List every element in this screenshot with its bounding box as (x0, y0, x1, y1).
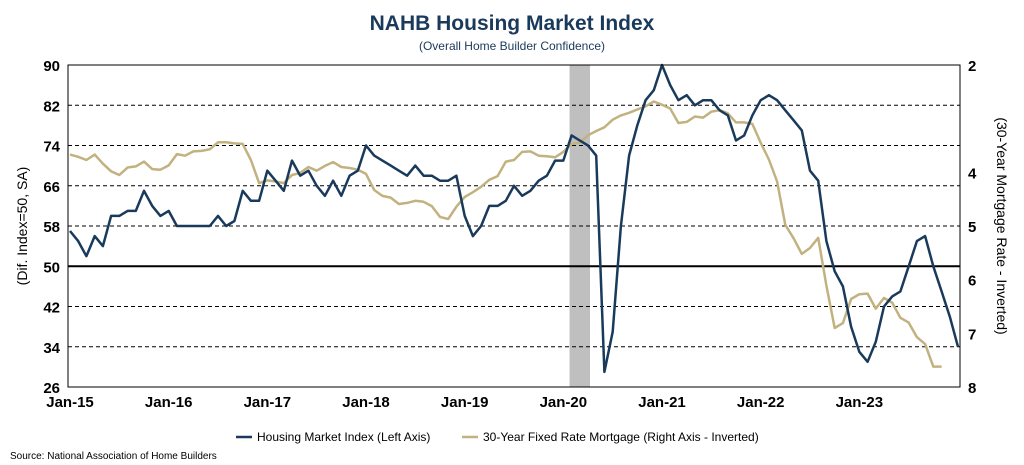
legend-label-mortgage: 30-Year Fixed Rate Mortgage (Right Axis … (483, 430, 759, 444)
right-tick-label: 7 (968, 326, 976, 343)
source-note: Source: National Association of Home Bui… (10, 451, 217, 462)
right-tick-label: 4 (968, 165, 977, 182)
left-tick-label: 26 (43, 380, 60, 397)
left-tick-label: 74 (43, 139, 60, 156)
x-tick-label: Jan-22 (737, 394, 785, 411)
chart-subtitle: (Overall Home Builder Confidence) (419, 39, 605, 53)
x-tick-label: Jan-15 (46, 394, 94, 411)
left-tick-label: 42 (43, 300, 60, 317)
plot-frame (67, 64, 961, 388)
left-axis-ticks: 90 82 74 66 58 50 42 34 26 (43, 58, 60, 397)
left-tick-label: 50 (43, 259, 60, 276)
x-tick-label: Jan-16 (145, 394, 193, 411)
x-tick-label: Jan-20 (540, 394, 588, 411)
right-axis-ticks: 2 4 5 6 7 8 (968, 58, 977, 397)
x-tick-label: Jan-19 (441, 394, 489, 411)
left-tick-label: 90 (43, 58, 60, 75)
right-tick-label: 5 (968, 219, 976, 236)
left-tick-label: 82 (43, 98, 60, 115)
chart-title: NAHB Housing Market Index (370, 12, 655, 35)
left-tick-label: 34 (43, 340, 60, 357)
series-line-housing-market-index (69, 63, 960, 374)
series-line-mortgage-rate (69, 100, 942, 368)
frame-layer (67, 64, 961, 388)
x-tick-label: Jan-17 (244, 394, 292, 411)
right-tick-label: 2 (968, 58, 976, 75)
plot-area (67, 63, 961, 388)
x-tick-label: Jan-23 (836, 394, 884, 411)
grid-layer (68, 104, 960, 348)
legend: Housing Market Index (Left Axis) 30-Year… (236, 430, 759, 444)
legend-label-hmi: Housing Market Index (Left Axis) (257, 430, 430, 444)
left-tick-label: 66 (43, 179, 60, 196)
right-tick-label: 8 (968, 380, 976, 397)
right-axis-label: (30-Year Mortgage Rate - Inverted) (994, 117, 1010, 334)
right-tick-label: 6 (968, 273, 976, 290)
x-tick-label: Jan-18 (342, 394, 390, 411)
series-layer (69, 63, 960, 374)
left-tick-label: 58 (43, 219, 60, 236)
left-axis-label: (Dif. Index=50, SA) (14, 167, 30, 286)
x-tick-label: Jan-21 (638, 394, 686, 411)
x-axis-ticks: Jan-15 Jan-16 Jan-17 Jan-18 Jan-19 Jan-20 Jan-… (46, 394, 883, 411)
